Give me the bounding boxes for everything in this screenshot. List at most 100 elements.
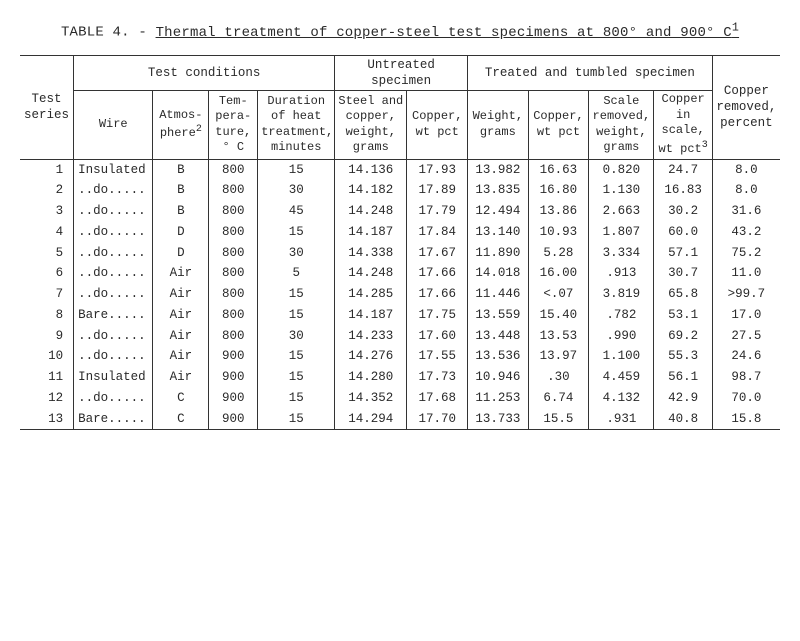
cell-wire: ..do..... <box>74 263 153 284</box>
cell-ut-cu: 17.55 <box>407 346 468 367</box>
cell-duration: 5 <box>258 263 335 284</box>
cell-t-weight: 10.946 <box>468 367 529 388</box>
cell-t-cu-scale: 16.83 <box>654 180 712 201</box>
cell-ut-weight: 14.352 <box>335 388 407 409</box>
cell-t-cu: 5.28 <box>528 243 589 264</box>
cell-t-cu: 13.86 <box>528 201 589 222</box>
cell-cu-removed: 11.0 <box>712 263 780 284</box>
table-row: 11InsulatedAir9001514.28017.7310.946.304… <box>20 367 780 388</box>
cell-ut-weight: 14.136 <box>335 159 407 180</box>
cell-temp: 800 <box>209 305 258 326</box>
cell-duration: 30 <box>258 243 335 264</box>
cell-series: 7 <box>20 284 74 305</box>
cell-ut-weight: 14.276 <box>335 346 407 367</box>
cell-temp: 900 <box>209 346 258 367</box>
cell-t-cu-scale: 69.2 <box>654 326 712 347</box>
cell-ut-cu: 17.73 <box>407 367 468 388</box>
cell-t-scale: 0.820 <box>589 159 654 180</box>
cell-ut-weight: 14.187 <box>335 222 407 243</box>
group-test-conditions: Test conditions <box>74 55 335 91</box>
cell-atmos: Air <box>153 326 209 347</box>
cell-duration: 15 <box>258 284 335 305</box>
cell-atmos: Air <box>153 346 209 367</box>
cell-series: 2 <box>20 180 74 201</box>
cell-t-weight: 13.835 <box>468 180 529 201</box>
cell-t-scale: .913 <box>589 263 654 284</box>
cell-t-cu: 16.63 <box>528 159 589 180</box>
cell-t-weight: 13.448 <box>468 326 529 347</box>
cell-wire: Insulated <box>74 159 153 180</box>
table-row: 10..do.....Air9001514.27617.5513.53613.9… <box>20 346 780 367</box>
cell-atmos: B <box>153 180 209 201</box>
cell-cu-removed: 27.5 <box>712 326 780 347</box>
table-caption: TABLE 4. - Thermal treatment of copper-s… <box>20 20 780 41</box>
cell-temp: 800 <box>209 159 258 180</box>
cell-atmos: D <box>153 222 209 243</box>
cell-cu-removed: 8.0 <box>712 180 780 201</box>
cell-cu-removed: 75.2 <box>712 243 780 264</box>
table-body: 1InsulatedB8001514.13617.9313.98216.630.… <box>20 159 780 430</box>
cell-t-cu-scale: 65.8 <box>654 284 712 305</box>
cell-t-cu-scale: 40.8 <box>654 409 712 430</box>
table-row: 13Bare.....C9001514.29417.7013.73315.5.9… <box>20 409 780 430</box>
caption-sup: 1 <box>732 20 739 34</box>
cell-t-cu: 15.5 <box>528 409 589 430</box>
cell-ut-weight: 14.248 <box>335 263 407 284</box>
cell-series: 3 <box>20 201 74 222</box>
col-series: Testseries <box>20 55 74 159</box>
table-row: 9..do.....Air8003014.23317.6013.44813.53… <box>20 326 780 347</box>
cell-t-cu: 16.00 <box>528 263 589 284</box>
cell-series: 11 <box>20 367 74 388</box>
cell-t-scale: 1.130 <box>589 180 654 201</box>
cell-t-weight: 11.890 <box>468 243 529 264</box>
col-t-scale: Scaleremoved,weight,grams <box>589 91 654 159</box>
cell-atmos: Air <box>153 367 209 388</box>
cell-duration: 30 <box>258 180 335 201</box>
cell-wire: ..do..... <box>74 243 153 264</box>
col-temp: Tem-pera-ture,° C <box>209 91 258 159</box>
cell-t-scale: 1.100 <box>589 346 654 367</box>
cell-t-scale: .931 <box>589 409 654 430</box>
cell-temp: 900 <box>209 409 258 430</box>
cell-t-weight: 13.536 <box>468 346 529 367</box>
cell-atmos: Air <box>153 305 209 326</box>
cell-ut-cu: 17.79 <box>407 201 468 222</box>
cell-duration: 15 <box>258 388 335 409</box>
cell-ut-weight: 14.233 <box>335 326 407 347</box>
caption-prefix: TABLE 4. - <box>61 25 156 41</box>
cell-wire: Bare..... <box>74 409 153 430</box>
cell-cu-removed: 24.6 <box>712 346 780 367</box>
cell-t-weight: 14.018 <box>468 263 529 284</box>
cell-wire: ..do..... <box>74 326 153 347</box>
cell-t-cu-scale: 24.7 <box>654 159 712 180</box>
cell-cu-removed: 31.6 <box>712 201 780 222</box>
cell-t-scale: .782 <box>589 305 654 326</box>
cell-ut-weight: 14.187 <box>335 305 407 326</box>
cell-t-scale: 4.132 <box>589 388 654 409</box>
cell-t-weight: 11.446 <box>468 284 529 305</box>
cell-duration: 45 <box>258 201 335 222</box>
cell-ut-cu: 17.93 <box>407 159 468 180</box>
cell-t-scale: 1.807 <box>589 222 654 243</box>
cell-t-weight: 13.982 <box>468 159 529 180</box>
cell-t-scale: .990 <box>589 326 654 347</box>
cell-series: 10 <box>20 346 74 367</box>
cell-temp: 900 <box>209 388 258 409</box>
cell-t-scale: 3.334 <box>589 243 654 264</box>
cell-ut-weight: 14.338 <box>335 243 407 264</box>
cell-wire: ..do..... <box>74 180 153 201</box>
table-row: 4..do.....D8001514.18717.8413.14010.931.… <box>20 222 780 243</box>
cell-t-cu: 6.74 <box>528 388 589 409</box>
col-duration: Durationof heattreatment,minutes <box>258 91 335 159</box>
cell-ut-cu: 17.89 <box>407 180 468 201</box>
col-ut-cu: Copper,wt pct <box>407 91 468 159</box>
cell-ut-cu: 17.67 <box>407 243 468 264</box>
cell-t-weight: 11.253 <box>468 388 529 409</box>
cell-temp: 800 <box>209 263 258 284</box>
cell-atmos: Air <box>153 263 209 284</box>
cell-series: 5 <box>20 243 74 264</box>
cell-series: 12 <box>20 388 74 409</box>
cell-cu-removed: 15.8 <box>712 409 780 430</box>
table-row: 7..do.....Air8001514.28517.6611.446<.073… <box>20 284 780 305</box>
col-cu-removed: Copperremoved,percent <box>712 55 780 159</box>
